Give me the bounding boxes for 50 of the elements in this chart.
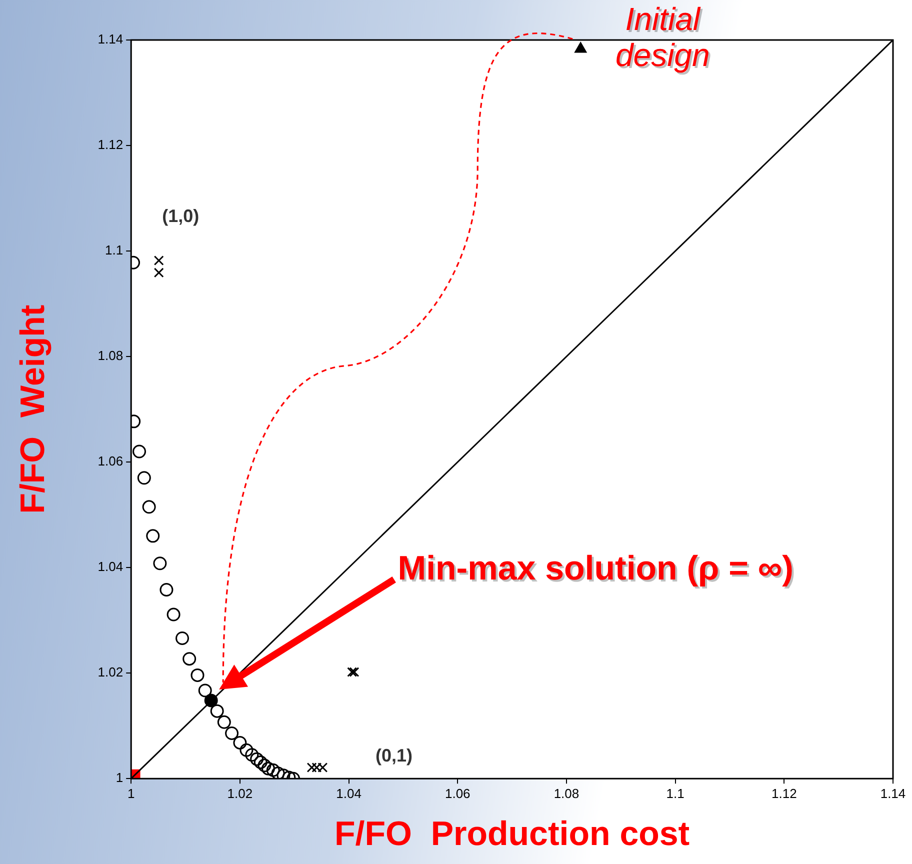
point	[160, 582, 174, 596]
y-tick-label: 1.08	[98, 348, 124, 364]
point	[250, 752, 264, 766]
point	[132, 444, 146, 458]
point	[217, 715, 231, 729]
y-tick-label: 1.02	[98, 664, 124, 680]
point	[240, 743, 254, 757]
point	[258, 758, 272, 772]
y-tick-label: 1.06	[98, 454, 124, 469]
point	[198, 684, 212, 698]
point	[190, 668, 204, 682]
point	[254, 755, 268, 769]
x-tick-label: 1.1	[666, 786, 684, 801]
x-tick-label: 1.08	[554, 786, 580, 801]
y-tick-label: 1.14	[98, 32, 124, 47]
point	[153, 556, 167, 570]
x-tick-label: 1.04	[336, 786, 362, 801]
y-tick-label: 1	[116, 770, 124, 786]
point	[312, 762, 322, 773]
point	[210, 704, 224, 718]
point	[176, 632, 190, 646]
y-axis-title: F/FO Weight	[14, 304, 52, 514]
annotation: Min-max solution (ρ = ∞)	[400, 552, 796, 590]
point	[146, 529, 160, 543]
x-tick-label: 1.12	[772, 786, 797, 801]
y-tick-label: 1.04	[98, 559, 124, 574]
point	[306, 762, 317, 773]
point	[318, 762, 328, 773]
x-tick-label: 1.06	[444, 786, 470, 801]
point	[266, 763, 280, 777]
point	[166, 608, 180, 622]
y-tick-label: 1.12	[98, 137, 124, 152]
y-tick-label: 1.1	[105, 242, 124, 258]
point	[225, 726, 239, 740]
point	[142, 500, 156, 514]
point	[261, 762, 275, 776]
x-tick-label: 1.14	[880, 786, 906, 801]
point	[271, 766, 285, 779]
x-axis-title: F/FO Production cost	[334, 814, 690, 853]
point	[154, 268, 164, 278]
x-tick-label: 1.02	[227, 786, 253, 801]
point	[233, 736, 247, 750]
point	[154, 256, 164, 266]
point	[245, 748, 259, 762]
annotation: (0,1)	[375, 745, 412, 766]
point	[182, 652, 196, 666]
point	[137, 471, 151, 485]
annotation: Initial design	[617, 0, 712, 75]
annotation: (1,0)	[162, 206, 200, 226]
x-tick-label: 1	[127, 786, 135, 801]
